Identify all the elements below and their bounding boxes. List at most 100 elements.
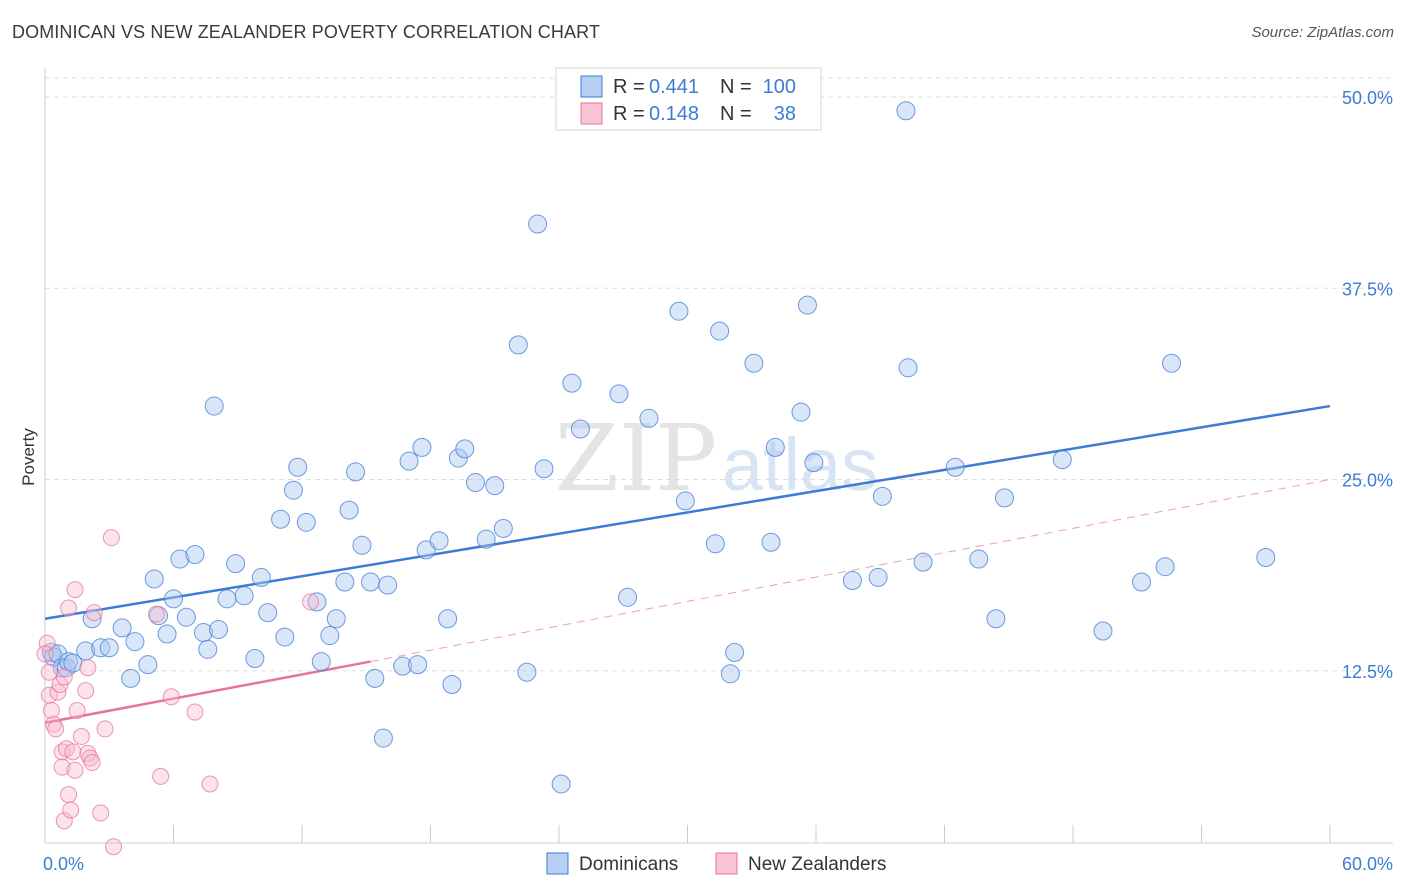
grid-layer	[45, 77, 1393, 672]
dominican-point	[198, 639, 218, 659]
trend-layer	[44, 404, 1331, 724]
new-zealander-point	[79, 744, 97, 762]
bottom-legend-swatch-blue	[546, 852, 569, 875]
dominican-point	[164, 589, 183, 609]
new-zealander-point	[38, 634, 56, 652]
dominican-point	[896, 101, 916, 121]
dominican-point	[986, 609, 1006, 629]
new-zealander-trendline-extended	[370, 479, 1331, 663]
dominican-point	[429, 531, 449, 551]
dominican-point	[872, 486, 892, 506]
dominican-point	[493, 518, 513, 538]
legend-n-value: 100	[763, 76, 796, 98]
dominican-point	[797, 295, 817, 315]
y-tick-label: 50.0%	[1342, 88, 1393, 108]
dominican-point	[609, 384, 629, 404]
legend-swatch-pink	[580, 102, 603, 125]
new-zealander-point	[147, 605, 165, 623]
dominican-point	[791, 402, 811, 422]
watermark: ZIP atlas	[555, 405, 878, 512]
new-zealander-point	[66, 761, 84, 779]
dominican-point	[1155, 557, 1175, 577]
dominican-point	[551, 774, 571, 794]
dominican-point	[208, 619, 228, 639]
dominican-point	[339, 500, 359, 520]
new-zealander-point	[66, 581, 84, 599]
new-zealander-point	[162, 688, 180, 706]
dominican-point	[528, 214, 548, 234]
dominican-point	[82, 609, 102, 629]
legend-r-value: 0.148	[649, 103, 699, 125]
dominican-point	[438, 609, 458, 629]
legend-n-value: 38	[774, 103, 796, 125]
dominican-point	[1132, 572, 1152, 592]
dominican-point	[245, 649, 265, 669]
dominican-trendline	[44, 404, 1331, 620]
dominican-point	[476, 529, 496, 549]
new-zealander-point	[55, 668, 73, 686]
bottom-legend: Dominicans New Zealanders	[546, 852, 886, 875]
legend-r-label: R =	[613, 103, 645, 125]
new-zealander-point	[36, 645, 54, 663]
dominican-point	[217, 589, 237, 609]
legend: R = 0.441 N = 100 R = 0.148 N = 38	[555, 67, 822, 131]
dominican-point	[185, 544, 205, 564]
new-zealander-point	[47, 720, 65, 738]
new-zealander-point	[102, 529, 120, 547]
dominican-point	[326, 609, 346, 629]
new-zealander-point	[77, 682, 95, 700]
dominican-point	[675, 491, 695, 511]
dominican-point	[361, 572, 381, 592]
new-zealander-point	[201, 775, 219, 793]
new-zealander-point	[302, 593, 320, 611]
dominican-point	[448, 448, 468, 468]
bottom-legend-label-new-zealanders: New Zealanders	[748, 854, 886, 875]
dominican-point	[335, 572, 355, 592]
new-zealander-point	[53, 758, 71, 776]
new-zealander-point	[83, 754, 101, 772]
new-zealander-point	[81, 749, 99, 767]
dominican-point	[913, 552, 933, 572]
dominican-point	[399, 451, 419, 471]
dominican-point	[570, 419, 590, 439]
dominican-point	[710, 321, 730, 341]
dominican-point	[288, 457, 308, 477]
new-zealander-point	[96, 720, 114, 738]
new-zealander-point	[68, 702, 86, 720]
dominican-point	[138, 655, 158, 675]
legend-n-label: N =	[720, 76, 752, 98]
bottom-legend-label-dominicans: Dominicans	[579, 854, 678, 875]
points-layer	[36, 101, 1276, 856]
y-tick-label: 25.0%	[1342, 471, 1393, 491]
dominican-point	[442, 675, 462, 695]
new-zealander-point	[72, 728, 90, 746]
dominican-point	[412, 437, 432, 457]
dominican-point	[945, 457, 965, 477]
new-zealander-point	[85, 604, 103, 622]
dominican-point	[842, 570, 862, 590]
new-zealander-point	[92, 804, 110, 822]
dominican-point	[898, 358, 918, 378]
new-zealander-point	[51, 676, 69, 694]
new-zealander-point	[60, 786, 78, 804]
y-tick-label: 37.5%	[1342, 279, 1393, 299]
dominican-point	[562, 373, 582, 393]
new-zealander-point	[60, 599, 78, 617]
dominican-point	[144, 569, 164, 589]
new-zealander-point	[62, 801, 80, 819]
dominican-point	[1052, 450, 1072, 470]
dominican-point	[121, 668, 141, 688]
legend-r-value: 0.441	[649, 76, 699, 98]
dominican-point	[969, 549, 989, 569]
dominican-point	[705, 534, 725, 554]
dominican-point	[639, 408, 659, 428]
dominican-point	[258, 603, 278, 623]
new-zealander-point	[105, 838, 123, 856]
dominican-point	[378, 575, 398, 595]
dominican-point	[251, 567, 271, 587]
dominican-point	[534, 459, 554, 479]
watermark-atlas: atlas	[722, 423, 878, 506]
dominican-point	[994, 488, 1014, 508]
dominican-point	[761, 532, 781, 552]
